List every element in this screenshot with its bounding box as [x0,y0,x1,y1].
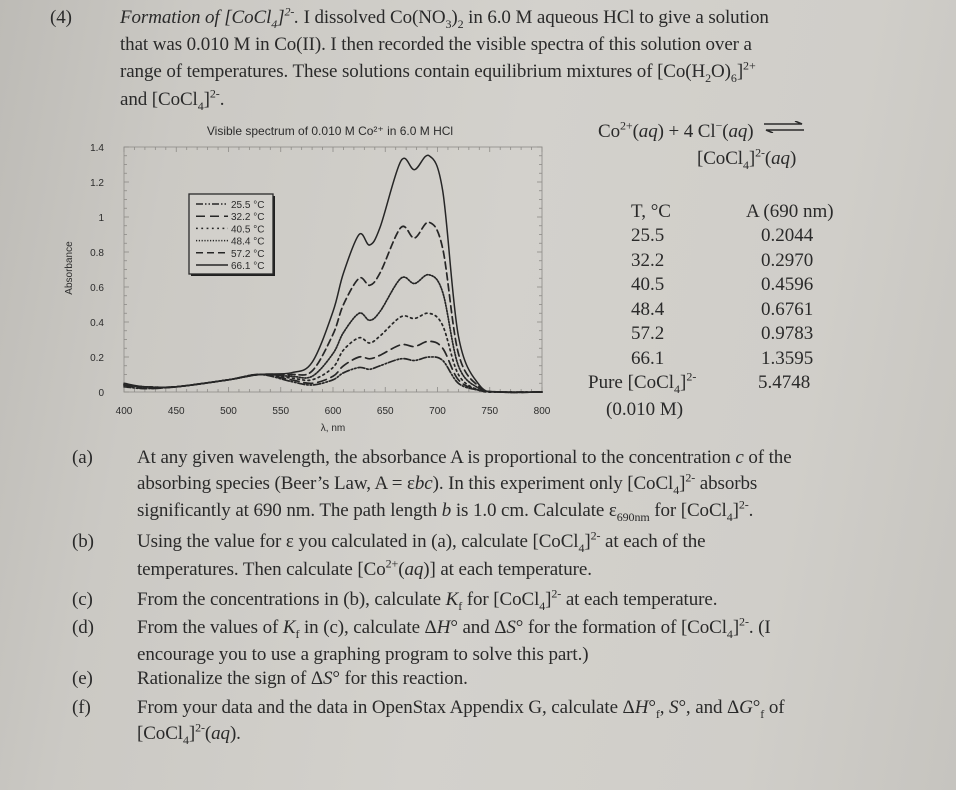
table-cell-temperature: 40.5 [631,274,665,295]
svg-text:450: 450 [168,406,185,417]
question-d-line-2: encourage you to use a graphing program … [137,644,589,665]
question-d-label: (d) [72,617,94,638]
curve-32.2 [123,340,543,393]
question-b-line-1: Using the value for ε you calculated in … [137,528,706,555]
svg-text:750: 750 [481,406,498,417]
x-tick-labels: 400 450 500 550 600 650 700 750 800 [116,406,551,417]
table-header-absorbance: A (690 nm) [746,201,834,222]
legend-label: 40.5 °C [231,224,264,235]
question-f-label: (f) [72,697,91,718]
question-e-label: (e) [72,668,93,689]
svg-text:550: 550 [272,406,289,417]
chart-legend: 25.5 °C32.2 °C40.5 °C 48.4 °C57.2 °C66.1 … [188,193,275,276]
question-e-line-1: Rationalize the sign of ΔS° for this rea… [137,668,468,689]
table-footnote: (0.010 M) [606,399,684,420]
table-header-temperature-underline: T, °C [631,200,671,224]
svg-text:0.2: 0.2 [90,353,104,364]
table-cell-temperature: 25.5 [631,225,665,246]
table-cell-absorbance: 0.4596 [761,274,814,295]
svg-text:0.4: 0.4 [90,318,104,329]
axis-ticks [123,146,543,393]
table-cell-absorbance: 0.2970 [761,249,814,271]
svg-text:0.6: 0.6 [90,283,104,294]
curve-66.1 [123,154,543,394]
legend-label: 32.2 °C [231,212,264,223]
svg-text:1.2: 1.2 [90,178,104,189]
y-tick-labels: 0 0.2 0.4 0.6 0.8 1 1.2 1.4 [90,143,104,399]
table-cell-absorbance: 5.4748 [758,372,811,393]
question-c-line-1: From the concentrations in (b), calculat… [137,586,718,613]
question-f-line-1: From your data and the data in OpenStax … [137,697,785,721]
equation-line-1: Co2+(aq) + 4 Cl−(aq) [598,120,806,144]
table-cell-temperature: Pure [CoCl4]2- [588,369,697,396]
problem-intro-line-4: and [CoCl4]2-. [120,86,225,113]
svg-text:1: 1 [98,213,104,224]
table-cell-absorbance: 0.2044 [761,225,814,246]
question-b-line-2: temperatures. Then calculate [Co2+(aq)] … [137,556,592,580]
svg-text:0: 0 [98,388,104,399]
svg-text:0.8: 0.8 [90,248,104,259]
svg-text:700: 700 [429,406,446,417]
svg-text:1.4: 1.4 [90,143,104,154]
question-f-line-2: [CoCl4]2-(aq). [137,720,241,747]
question-a-line-1: At any given wavelength, the absorbance … [137,447,792,468]
legend-label: 25.5 °C [231,200,264,211]
problem-intro-line-1: Formation of [CoCl4]2-. I dissolved Co(N… [120,4,769,31]
y-axis-label: Absorbance [64,241,75,295]
chart-title: Visible spectrum of 0.010 M Co²⁺ in 6.0 … [207,124,453,138]
equation-line-2: [CoCl4]2-(aq) [697,145,797,172]
table-cell-temperature: 48.4 [631,298,665,320]
legend-label: 48.4 °C [231,237,264,248]
plot-frame [123,146,543,393]
table-cell-temperature: 66.1 [631,347,665,369]
svg-text:650: 650 [377,406,394,417]
problem-number: (4) [50,7,72,28]
table-cell-absorbance: 0.9783 [761,323,814,344]
question-a-line-3: significantly at 690 nm. The path length… [137,497,754,524]
problem-intro-line-3: range of temperatures. These solutions c… [120,58,756,85]
legend-label: 57.2 °C [231,249,264,260]
svg-text:600: 600 [325,406,342,417]
equilibrium-arrow-icon [762,116,806,140]
table-header-temperature: T, °C [631,201,671,222]
question-a-line-2: absorbing species (Beer’s Law, A = εbc).… [137,470,758,497]
svg-text:400: 400 [116,406,133,417]
svg-text:500: 500 [220,406,237,417]
table-cell-absorbance: 1.3595 [761,347,814,369]
svg-text:800: 800 [534,406,551,417]
spectrum-curves [123,154,543,394]
table-cell-temperature: 32.2 [631,249,665,271]
question-b-label: (b) [72,531,94,552]
legend-label: 66.1 °C [231,261,264,272]
question-c-label: (c) [72,589,93,610]
question-a-label: (a) [72,447,93,468]
spectrum-chart: Visible spectrum of 0.010 M Co²⁺ in 6.0 … [64,124,551,434]
question-d-line-1: From the values of Kf in (c), calculate … [137,614,771,641]
x-axis-label: λ, nm [321,423,345,434]
table-cell-temperature: 57.2 [631,323,665,344]
problem-intro-line-2: that was 0.010 M in Co(II). I then recor… [120,34,752,55]
table-cell-absorbance: 0.6761 [761,298,814,320]
